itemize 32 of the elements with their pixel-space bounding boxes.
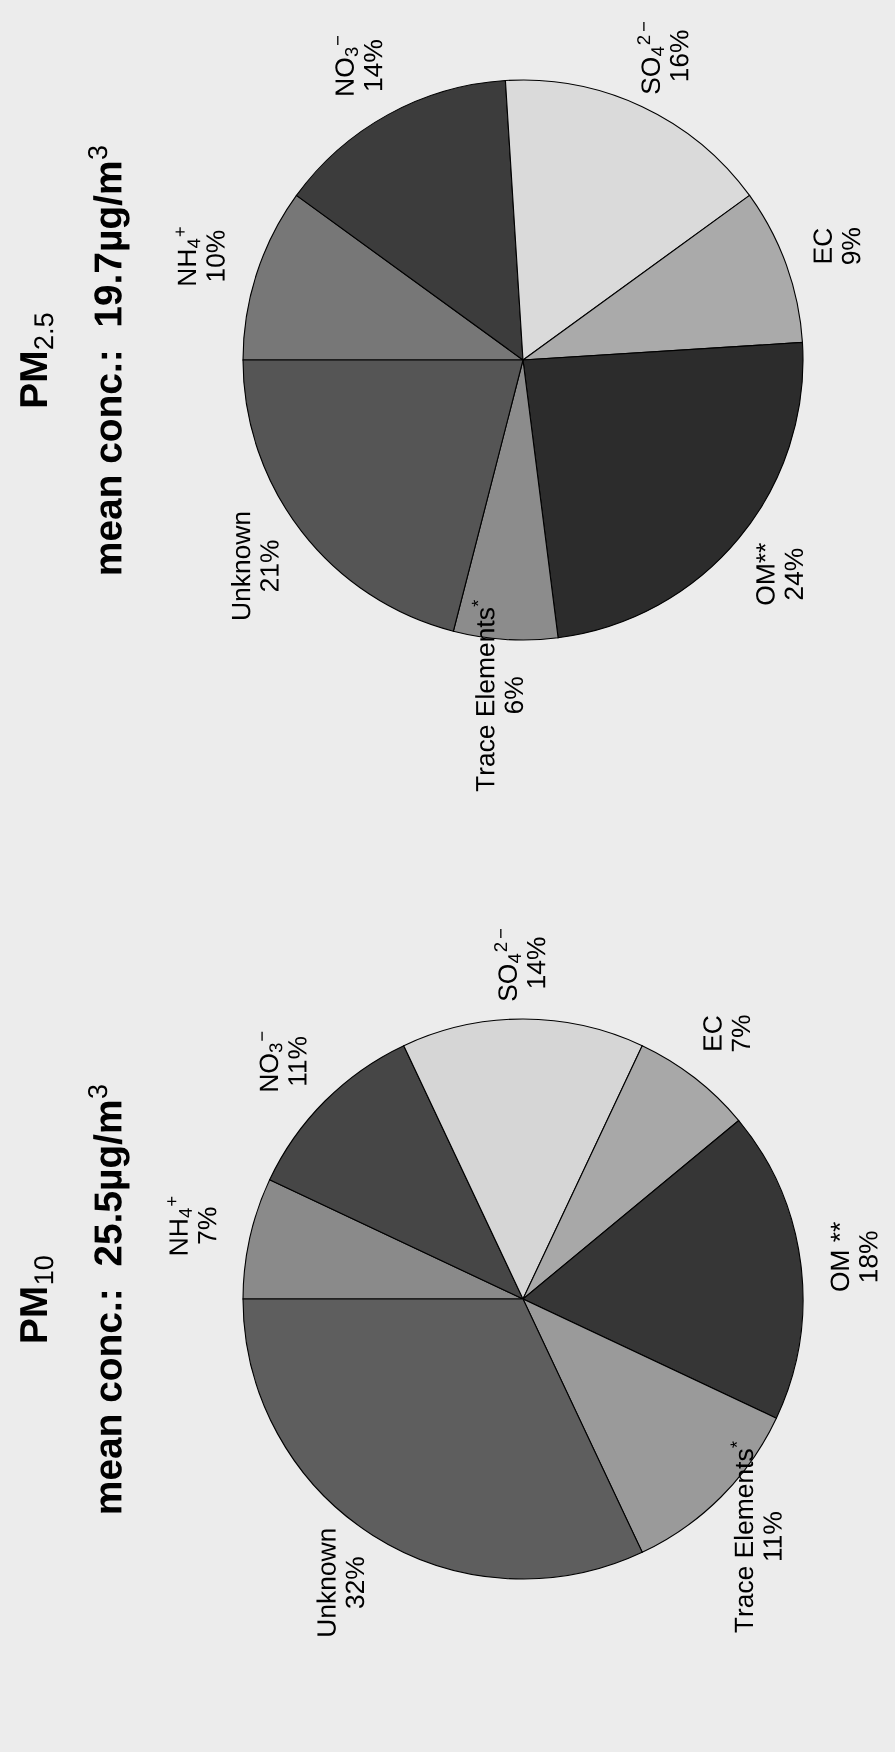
data-label: 11%	[763, 1512, 782, 1561]
slice-label: EC	[813, 228, 833, 263]
text: PM$_{2.5}$	[20, 313, 54, 407]
slice-label: OM**	[756, 543, 775, 605]
slice-label: SO$_{4}$$^{2−}$	[637, 21, 664, 94]
slice-label: SO$_{4}$$^{2−}$	[494, 928, 521, 1001]
data-label: 6%	[504, 677, 524, 714]
data-label: 11%	[288, 1036, 307, 1085]
slice-label: Trace Elements$^{*}$	[471, 599, 495, 792]
slice-label: Unknown	[316, 1529, 336, 1636]
data-label: 21%	[260, 540, 279, 592]
slice-label: NO$_{3}$$^{−}$	[259, 1031, 283, 1091]
slice-label: Trace Elements$^{*}$	[730, 1441, 754, 1633]
text: mean conc.: 19.7µg/m$^{3}$	[88, 146, 130, 574]
data-label: 32%	[345, 1557, 365, 1609]
data-label: 14%	[526, 937, 546, 988]
text: PM$_{10}$	[20, 1256, 54, 1342]
slice-label: EC	[703, 1016, 722, 1050]
data-label: 10%	[206, 230, 225, 281]
data-label: 14%	[363, 40, 383, 90]
data-label: 24%	[784, 548, 804, 600]
slice-label: NH$_{4}$$^{+}$	[167, 1196, 192, 1255]
slice-label: OM **	[830, 1222, 850, 1291]
data-label: 7%	[731, 1015, 751, 1052]
data-label: 16%	[669, 30, 689, 81]
data-label: 7%	[197, 1207, 217, 1244]
slice-label: NH$_{4}$$^{+}$	[175, 227, 201, 285]
slice-label: NO$_{3}$$^{−}$	[335, 35, 359, 95]
data-label: 18%	[858, 1231, 878, 1282]
text: mean conc.: 25.5µg/m$^{3}$	[88, 1085, 130, 1513]
data-label: 9%	[841, 228, 861, 265]
slice-label: Unknown	[231, 512, 251, 619]
